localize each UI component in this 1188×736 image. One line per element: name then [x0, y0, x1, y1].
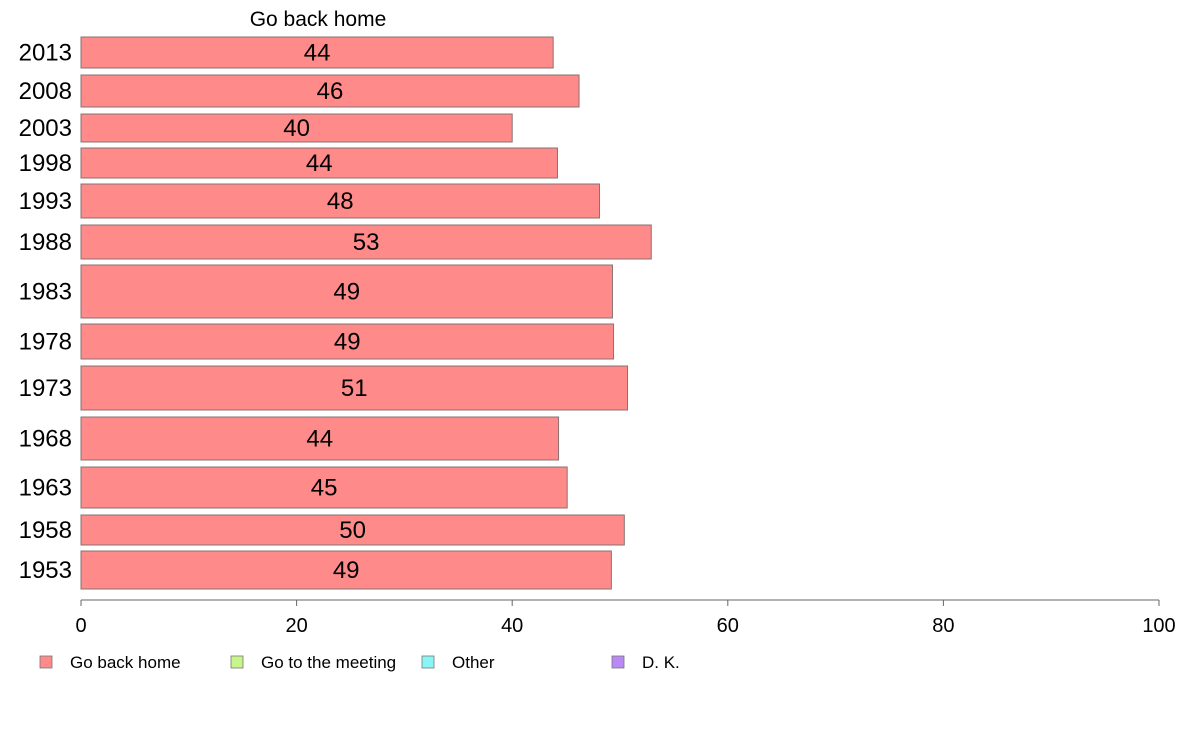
bar-value-label-1988: 53 [353, 229, 380, 256]
chart-title: Go back home [250, 8, 387, 31]
category-label-1993: 1993 [19, 188, 72, 215]
legend-swatch-go-to-the-meeting [230, 655, 244, 669]
bar-2003 [80, 113, 513, 143]
bar-1993 [80, 183, 601, 219]
x-tick-label-80: 80 [932, 615, 954, 637]
bar-1973 [80, 365, 629, 411]
x-tick-label-20: 20 [285, 615, 307, 637]
category-label-2003: 2003 [19, 115, 72, 142]
x-axis: 0 20 40 60 80 100 [75, 599, 1176, 637]
bar-value-label-2008: 46 [317, 78, 344, 105]
bar-1998 [80, 147, 558, 179]
legend-swatch-d-k [611, 655, 625, 669]
bar-value-label-1958: 50 [339, 517, 366, 544]
category-label-1963: 1963 [19, 475, 72, 502]
legend: Go back home Go to the meeting Other D. K. [39, 653, 680, 672]
bar-value-label-2003: 40 [283, 115, 310, 142]
bar-value-label-1968: 44 [306, 426, 333, 453]
legend-label-go-to-the-meeting: Go to the meeting [261, 653, 396, 672]
bar-2008 [80, 74, 580, 108]
bar-1953 [80, 550, 612, 590]
bar-value-label-1993: 48 [327, 188, 354, 215]
bar-value-label-1953: 49 [333, 557, 360, 584]
category-label-1968: 1968 [19, 426, 72, 453]
bar-value-label-1998: 44 [306, 150, 333, 177]
x-tick-label-40: 40 [501, 615, 523, 637]
bar-value-label-1978: 49 [334, 329, 361, 356]
legend-label-go-back-home: Go back home [70, 653, 181, 672]
bar-1968 [80, 416, 560, 461]
x-tick-label-0: 0 [75, 615, 86, 637]
category-label-2008: 2008 [19, 78, 72, 105]
bar-1988 [80, 224, 652, 260]
x-tick-label-60: 60 [717, 615, 739, 637]
bars-group: 44 2013 46 2008 40 2003 44 1998 48 1993 53 1988 49 19… [19, 36, 652, 590]
bar-value-label-1983: 49 [333, 279, 360, 306]
bar-value-label-1973: 51 [341, 375, 368, 402]
legend-label-other: Other [452, 653, 495, 672]
legend-swatch-go-back-home [39, 655, 53, 669]
bar-1983 [80, 264, 613, 319]
bar-value-label-2013: 44 [304, 40, 331, 67]
bar-2013 [80, 36, 554, 69]
legend-swatch-other [421, 655, 435, 669]
category-label-1978: 1978 [19, 329, 72, 356]
bar-1958 [80, 514, 625, 546]
bar-1978 [80, 323, 615, 360]
bar-value-label-1963: 45 [311, 475, 338, 502]
legend-label-d-k: D. K. [642, 653, 680, 672]
x-tick-label-100: 100 [1142, 615, 1175, 637]
category-label-1958: 1958 [19, 517, 72, 544]
category-label-2013: 2013 [19, 40, 72, 67]
bar-1963 [80, 466, 568, 509]
category-label-1988: 1988 [19, 229, 72, 256]
category-label-1953: 1953 [19, 557, 72, 584]
category-label-1973: 1973 [19, 375, 72, 402]
category-label-1998: 1998 [19, 150, 72, 177]
category-label-1983: 1983 [19, 279, 72, 306]
